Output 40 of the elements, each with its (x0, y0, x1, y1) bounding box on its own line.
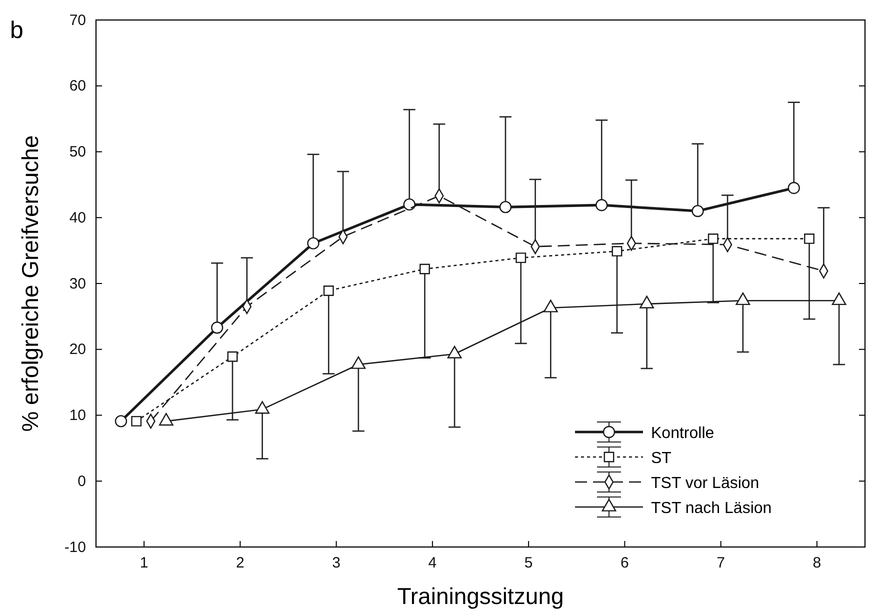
point (323, 286, 334, 296)
point (114, 415, 128, 428)
chart-title: b (10, 17, 24, 44)
legend-label: TST vor Läsion (651, 475, 760, 492)
point (211, 322, 224, 334)
x-tick-label: 2 (236, 554, 244, 572)
point (516, 252, 526, 264)
y-tick-label: 0 (78, 472, 86, 490)
point (596, 199, 608, 212)
y-tick-label: 70 (69, 12, 86, 29)
y-tick-label: 10 (69, 407, 86, 424)
y-tick-label: 60 (69, 78, 86, 95)
y-tick-label: 30 (69, 275, 86, 292)
point (612, 246, 622, 256)
y-axis-title: % erfolgreiche Greifversuche (17, 135, 43, 432)
legend-label: TST nach Läsion (651, 500, 772, 517)
y-tick-label: 50 (69, 144, 86, 161)
point (692, 204, 704, 218)
point (307, 237, 320, 250)
x-tick-label: 7 (716, 554, 725, 572)
point (403, 198, 416, 211)
point (804, 233, 814, 244)
point (499, 200, 512, 214)
x-tick-label: 1 (140, 554, 148, 572)
point (131, 416, 142, 426)
point (788, 182, 800, 194)
legend-label: ST (651, 450, 672, 467)
x-tick-label: 5 (524, 554, 533, 572)
legend-label: Kontrolle (651, 425, 714, 442)
x-tick-label: 8 (812, 554, 822, 572)
x-axis-title: Trainingssitzung (397, 583, 564, 609)
y-tick-label: -10 (64, 538, 86, 556)
y-tick-label: 20 (69, 341, 86, 358)
x-tick-label: 3 (332, 554, 340, 572)
point (227, 351, 238, 362)
point (420, 264, 430, 274)
y-tick-label: 40 (69, 209, 86, 226)
point (708, 233, 718, 244)
x-tick-label: 6 (620, 554, 629, 572)
x-tick-label: 4 (428, 554, 437, 572)
